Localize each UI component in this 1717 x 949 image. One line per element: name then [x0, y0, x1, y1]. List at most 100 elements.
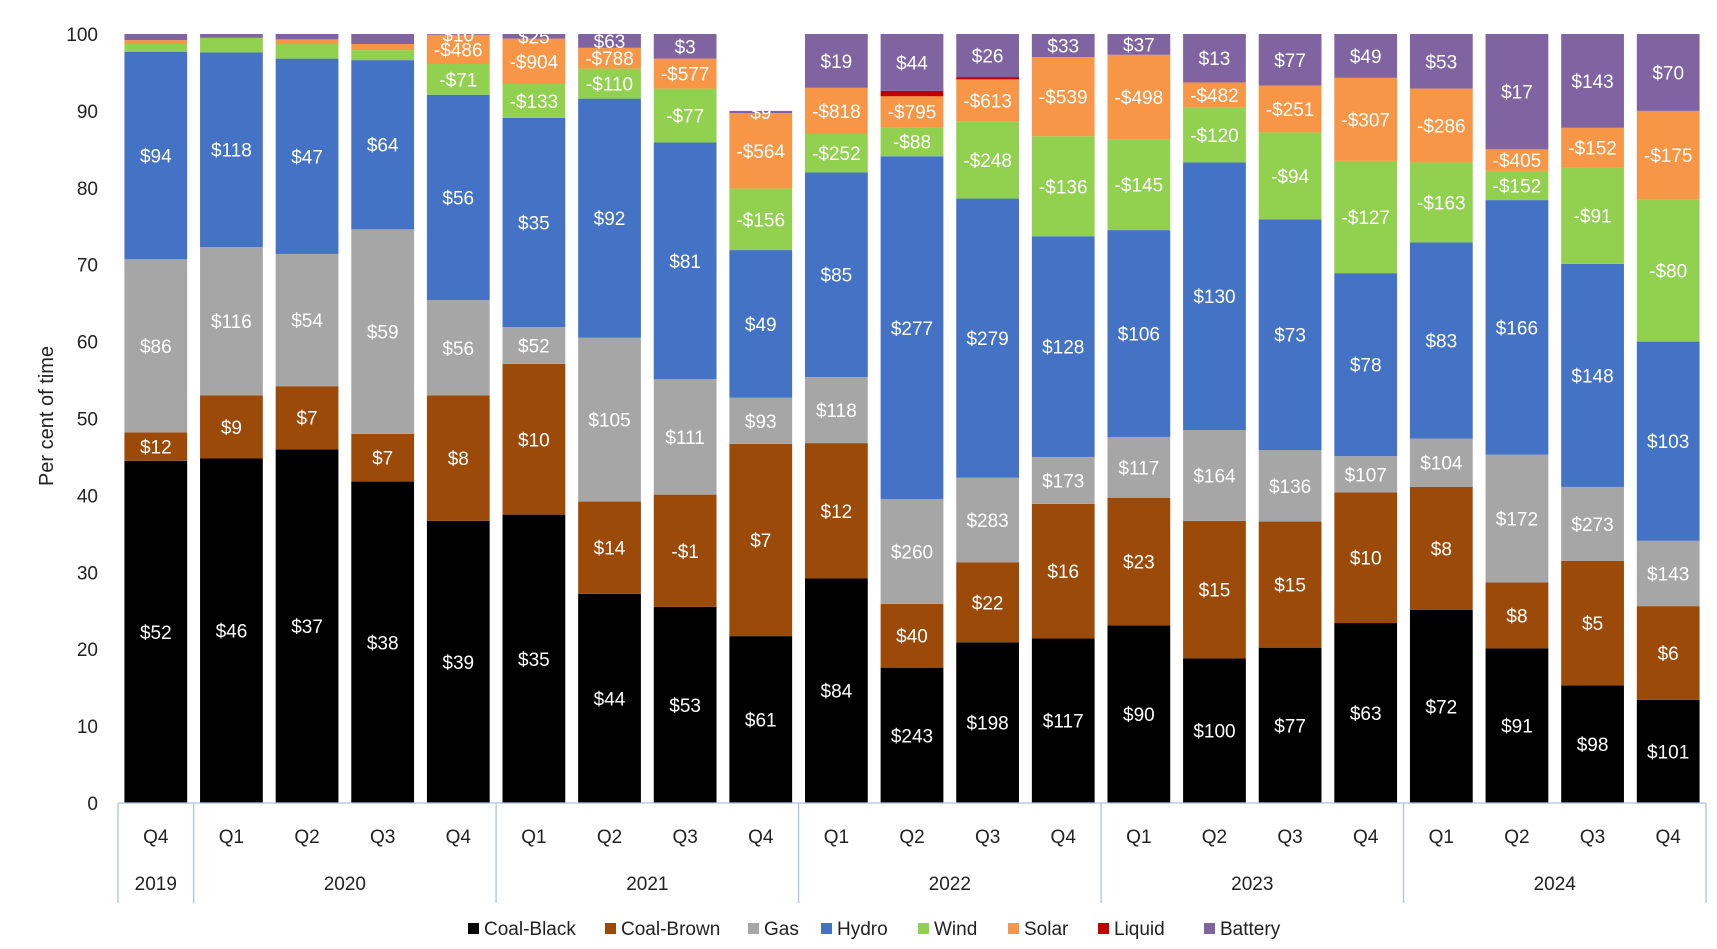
bar-segment-hydro — [653, 142, 717, 380]
data-label: $136 — [1269, 477, 1311, 498]
legend-swatch — [605, 923, 616, 934]
data-label: $9 — [750, 103, 771, 124]
bar-segment-battery — [275, 34, 339, 40]
data-label: $81 — [669, 252, 701, 273]
data-label: $59 — [367, 323, 399, 344]
data-label: $148 — [1571, 366, 1613, 387]
x-tick-label: Q4 — [143, 827, 169, 848]
data-label: -$136 — [1039, 177, 1088, 198]
bar-segment-gas — [578, 337, 641, 502]
data-label: $49 — [1350, 47, 1382, 68]
bar-segment-wind — [729, 188, 793, 251]
data-label: $172 — [1496, 509, 1538, 530]
bar-segment-coal-black — [502, 514, 566, 803]
data-label: $103 — [1647, 432, 1689, 453]
data-label: $279 — [966, 329, 1008, 350]
bar-segment-coal-black — [653, 606, 717, 803]
bar-segment-hydro — [1409, 242, 1473, 439]
data-label: $15 — [1274, 576, 1306, 597]
bar-segment-coal-brown — [729, 443, 793, 637]
data-label: -$127 — [1341, 208, 1390, 229]
bar-segment-wind — [426, 63, 490, 95]
bar-segment-hydro — [1561, 263, 1624, 487]
bar-stack: $90 $23 $117 $106 -$145 -$498 $37 — [1107, 34, 1171, 803]
legend: Coal-Black Coal-Brown Gas Hydro Wind Solar Liq… — [468, 919, 1281, 940]
bar-segment-gas — [275, 253, 339, 387]
bar-segment-solar — [1258, 85, 1322, 133]
legend-label: Solar — [1024, 919, 1069, 940]
data-label: $7 — [750, 531, 771, 552]
bar-segment-solar — [1485, 149, 1549, 171]
x-tick-label: Q1 — [1126, 827, 1151, 848]
data-label: -$539 — [1039, 88, 1088, 109]
bar-segment-battery — [578, 34, 641, 48]
y-axis: 0 10 20 30 40 50 60 70 80 90 100 — [66, 25, 98, 815]
data-label: $46 — [216, 622, 248, 643]
bar-stack: $44 $14 $105 $92 -$110 -$788$63 — [578, 32, 641, 803]
bar-segment-battery — [1258, 34, 1322, 86]
bar-segment-coal-brown — [502, 363, 566, 515]
data-label: $106 — [1118, 325, 1160, 346]
data-label: -$251 — [1266, 100, 1315, 121]
bar-segment-gas — [200, 247, 263, 396]
x-tick-label: Q3 — [975, 827, 1000, 848]
data-label: $52 — [140, 623, 172, 644]
bar-stack: $37 $7 $54 $47 — [275, 34, 339, 803]
bar-segment-hydro — [880, 156, 944, 500]
bar-stack: $39 $8 $56 $56 -$71 -$486$10 — [426, 25, 490, 803]
bar-segment-coal-brown — [1485, 582, 1549, 649]
data-label: $7 — [296, 409, 317, 430]
bar-segment-wind — [880, 127, 944, 157]
bar-stack: $63 $10 $107 $78 -$127 -$307 $49 — [1334, 34, 1398, 803]
bar-stack: $72 $8 $104 $83 -$163 -$286 $53 — [1409, 34, 1473, 803]
bar-segment-gas — [1031, 456, 1095, 504]
data-label: $8 — [1431, 539, 1452, 560]
x-tick-label: Q4 — [1051, 827, 1077, 848]
legend-swatch — [1098, 923, 1109, 934]
bar-segment-solar — [1107, 54, 1171, 140]
bar-segment-gas — [1561, 486, 1624, 561]
data-label: -$248 — [963, 151, 1012, 172]
bar-segment-solar — [1183, 82, 1246, 108]
data-label: $85 — [821, 266, 853, 287]
bar-segment-coal-black — [729, 636, 793, 803]
data-label: $7 — [372, 449, 393, 470]
bar-segment-coal-black — [200, 458, 263, 803]
data-label: $78 — [1350, 356, 1382, 377]
x-tick-label: Q1 — [1429, 827, 1454, 848]
bar-segment-gas — [124, 259, 188, 433]
bar-segment-hydro — [351, 60, 415, 230]
data-label: $243 — [891, 726, 933, 747]
data-label: $83 — [1425, 331, 1457, 352]
bar-stack: $38 $7 $59 $64 — [351, 34, 415, 803]
data-label: $107 — [1345, 465, 1387, 486]
legend-item: Gas — [748, 919, 799, 940]
bar-segment-battery — [351, 34, 415, 44]
x-tick-label: Q2 — [597, 827, 622, 848]
data-label: $70 — [1652, 63, 1684, 84]
data-label: -$120 — [1190, 126, 1239, 147]
data-label: $98 — [1577, 735, 1609, 756]
data-label: $53 — [669, 696, 701, 717]
data-label: $52 — [518, 336, 550, 357]
data-label: $100 — [1193, 722, 1235, 743]
x-tick-label: Q4 — [748, 827, 774, 848]
bar-segment-hydro — [804, 172, 868, 377]
data-label: $25 — [518, 27, 550, 48]
bar-segment-coal-black — [1334, 623, 1398, 803]
data-label: $19 — [821, 52, 853, 73]
data-label: -$163 — [1417, 193, 1466, 214]
data-label: $49 — [745, 315, 777, 336]
year-group-label: 2019 — [135, 874, 177, 895]
legend-item: Hydro — [821, 919, 888, 940]
data-label: -$156 — [736, 210, 785, 231]
y-tick-label: 50 — [77, 410, 98, 431]
data-label: -$71 — [439, 70, 477, 91]
legend-label: Gas — [764, 919, 799, 940]
data-label: $86 — [140, 337, 172, 358]
data-label: $101 — [1647, 742, 1689, 763]
bar-segment-coal-black — [124, 460, 188, 803]
legend-label: Coal-Brown — [621, 919, 720, 940]
data-label: $283 — [966, 511, 1008, 532]
data-label: $44 — [896, 53, 928, 74]
